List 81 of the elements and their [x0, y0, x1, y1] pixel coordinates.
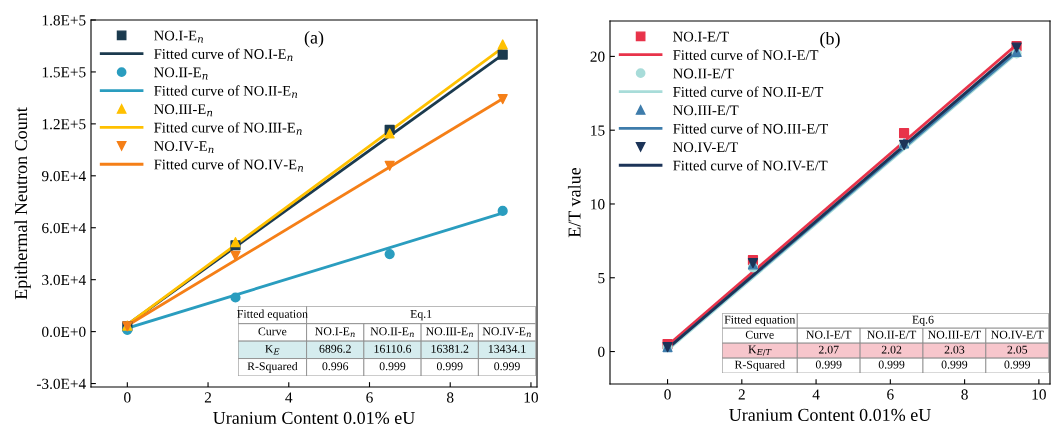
- legend-label: NO.IV-E$_{n}$: [154, 141, 214, 154]
- annotation: NO.II-E/T: [867, 330, 917, 339]
- annotation: 2.02: [881, 345, 902, 354]
- y-tick-label: -3.0E+4: [36, 378, 86, 390]
- annotation: Curve: [258, 327, 287, 336]
- x-tick-label: 4: [812, 389, 820, 400]
- annotation: 16110.6: [374, 344, 412, 353]
- legend-label: NO.I-E$_{n}$: [154, 30, 204, 43]
- annotation: NO.I-E$_{n}$: [315, 327, 355, 337]
- annotation: 2.05: [1007, 345, 1028, 354]
- y-tick-label: 20: [590, 51, 605, 62]
- x-tick-label: 2: [204, 392, 212, 403]
- annotation: 0.999: [494, 362, 520, 371]
- x-tick-label: 0: [664, 389, 671, 400]
- annotation: R-Squared: [734, 360, 785, 371]
- annotation: 0.999: [878, 360, 905, 369]
- x-tick-label: 8: [446, 392, 454, 403]
- annotation: 6896.2: [319, 344, 351, 353]
- y-tick-label: 10: [591, 199, 605, 210]
- annotation: K$_{E}$: [265, 344, 280, 355]
- x-tick-label: 10: [524, 392, 538, 403]
- y-tick-label: 1.5E+5: [42, 67, 86, 78]
- annotation: 2.07: [818, 345, 839, 354]
- legend-label: NO.II-E/T: [673, 68, 734, 79]
- legend-label: Fitted curve of NO.II-E/T: [673, 86, 824, 97]
- legend-label: NO.II-E$_{n}$: [154, 67, 208, 80]
- y-tick-label: 3.0E+4: [42, 274, 86, 286]
- x-axis-title: Uranium Content 0.01% eU: [729, 408, 931, 422]
- annotation: 0.999: [815, 360, 842, 369]
- annotation: 0.996: [322, 362, 349, 371]
- legend-label: Fitted curve of NO.III-E$_{n}$: [154, 122, 302, 135]
- y-tick-label: 0: [598, 346, 605, 357]
- annotation: NO.III-E$_{n}$: [425, 327, 473, 337]
- annotation: K$_{E/T}$: [748, 345, 772, 356]
- x-axis-title: Uranium Content 0.01% eU: [213, 411, 415, 425]
- x-tick-label: 6: [887, 389, 894, 400]
- y-tick-label: 1.8E+5: [42, 15, 86, 26]
- legend-label: NO.III-E$_{n}$: [154, 104, 213, 117]
- legend-label: Fitted curve of NO.II-E$_{n}$: [154, 85, 298, 98]
- annotation: 16381.2: [431, 344, 469, 353]
- annotation: Fitted equation: [237, 309, 308, 321]
- legend-label: Fitted curve of NO.IV-E/T: [673, 160, 828, 171]
- annotation: Fitted equation: [724, 315, 796, 327]
- annotation: 2.03: [944, 345, 965, 354]
- y-tick-label: 0.0E+0: [42, 326, 86, 338]
- annotation: Eq.6: [912, 315, 934, 327]
- legend-label: Fitted curve of NO.I-E$_{n}$: [154, 48, 293, 62]
- annotation: Curve: [745, 330, 774, 339]
- y-tick-label: 15: [591, 125, 605, 136]
- x-tick-label: 2: [738, 389, 745, 400]
- legend-label: NO.I-E/T: [673, 31, 729, 42]
- legend-label: NO.IV-E/T: [673, 142, 738, 153]
- legend-label: NO.III-E/T: [673, 105, 739, 116]
- text: (a): [304, 31, 324, 48]
- y-axis-title: Epithermal Neutron Count: [14, 107, 31, 300]
- annotation: Eq.1: [410, 310, 432, 321]
- annotation: 0.999: [436, 362, 463, 371]
- y-tick-label: 5: [598, 273, 605, 284]
- x-tick-label: 0: [124, 392, 131, 403]
- annotation: NO.I-E/T: [806, 330, 852, 339]
- x-tick-label: 10: [1032, 389, 1046, 400]
- y-axis-title: E/T value: [567, 167, 581, 238]
- legend-label: Fitted curve of NO.III-E/T: [673, 123, 828, 134]
- annotation: 0.999: [1004, 360, 1031, 369]
- annotation: NO.III-E/T: [928, 330, 981, 339]
- y-tick-label: 6.0E+4: [42, 222, 86, 234]
- annotation: 0.999: [941, 360, 968, 369]
- y-tick-label: 9.0E+4: [41, 170, 86, 182]
- x-tick-label: 6: [366, 392, 373, 403]
- legend-label: Fitted curve of NO.I-E/T: [673, 49, 819, 61]
- x-tick-label: 8: [961, 389, 968, 400]
- annotation: NO.IV-E$_{n}$: [482, 327, 531, 337]
- legend-label: Fitted curve of NO.IV-E$_{n}$: [154, 158, 304, 172]
- annotation: R-Squared: [247, 361, 298, 373]
- text: (b): [820, 31, 840, 49]
- y-tick-label: 1.2E+5: [42, 119, 86, 130]
- annotation: 13434.1: [488, 344, 526, 353]
- annotation: NO.IV-E/T: [991, 330, 1044, 339]
- x-tick-label: 4: [285, 392, 293, 403]
- annotation: NO.II-E$_{n}$: [370, 327, 414, 337]
- annotation: 0.999: [379, 362, 406, 371]
